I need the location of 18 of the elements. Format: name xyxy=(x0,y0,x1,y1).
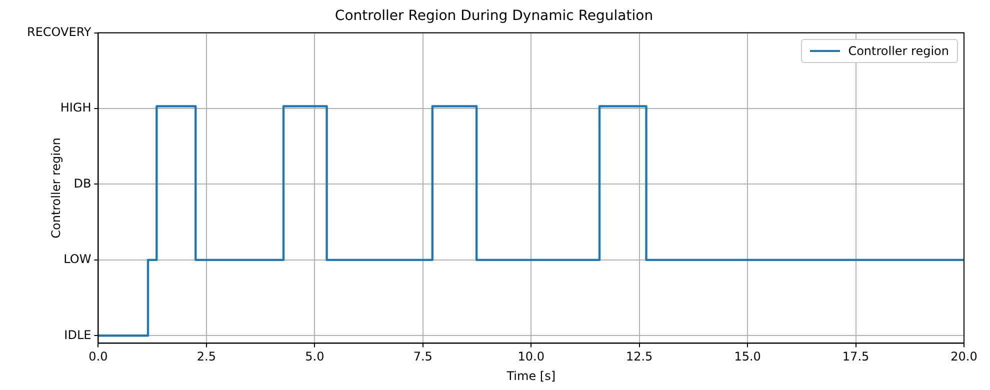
x-axis-title: Time [s] xyxy=(506,368,556,383)
category-label: LOW xyxy=(64,252,92,266)
category-label: IDLE xyxy=(64,328,92,342)
x-tick-label: 15.0 xyxy=(734,350,761,364)
x-tick-label: 20.0 xyxy=(950,350,978,364)
x-tick-label: 17.5 xyxy=(842,350,870,364)
x-tick-label: 5.0 xyxy=(305,350,324,364)
category-label: RECOVERY xyxy=(26,24,92,39)
x-tick-label: 7.5 xyxy=(413,350,432,364)
legend-label: Controller region xyxy=(848,44,949,58)
category-label: HIGH xyxy=(60,100,92,115)
chart-title: Controller Region During Dynamic Regulation xyxy=(334,8,654,24)
x-tick-label: 0.0 xyxy=(88,350,108,364)
y-axis-title: Controller region xyxy=(48,138,63,238)
category-label: DB xyxy=(74,176,92,190)
x-tick-label: 12.5 xyxy=(626,350,653,364)
x-tick-label: 2.5 xyxy=(196,350,216,364)
x-tick-label: 10.0 xyxy=(518,350,544,364)
